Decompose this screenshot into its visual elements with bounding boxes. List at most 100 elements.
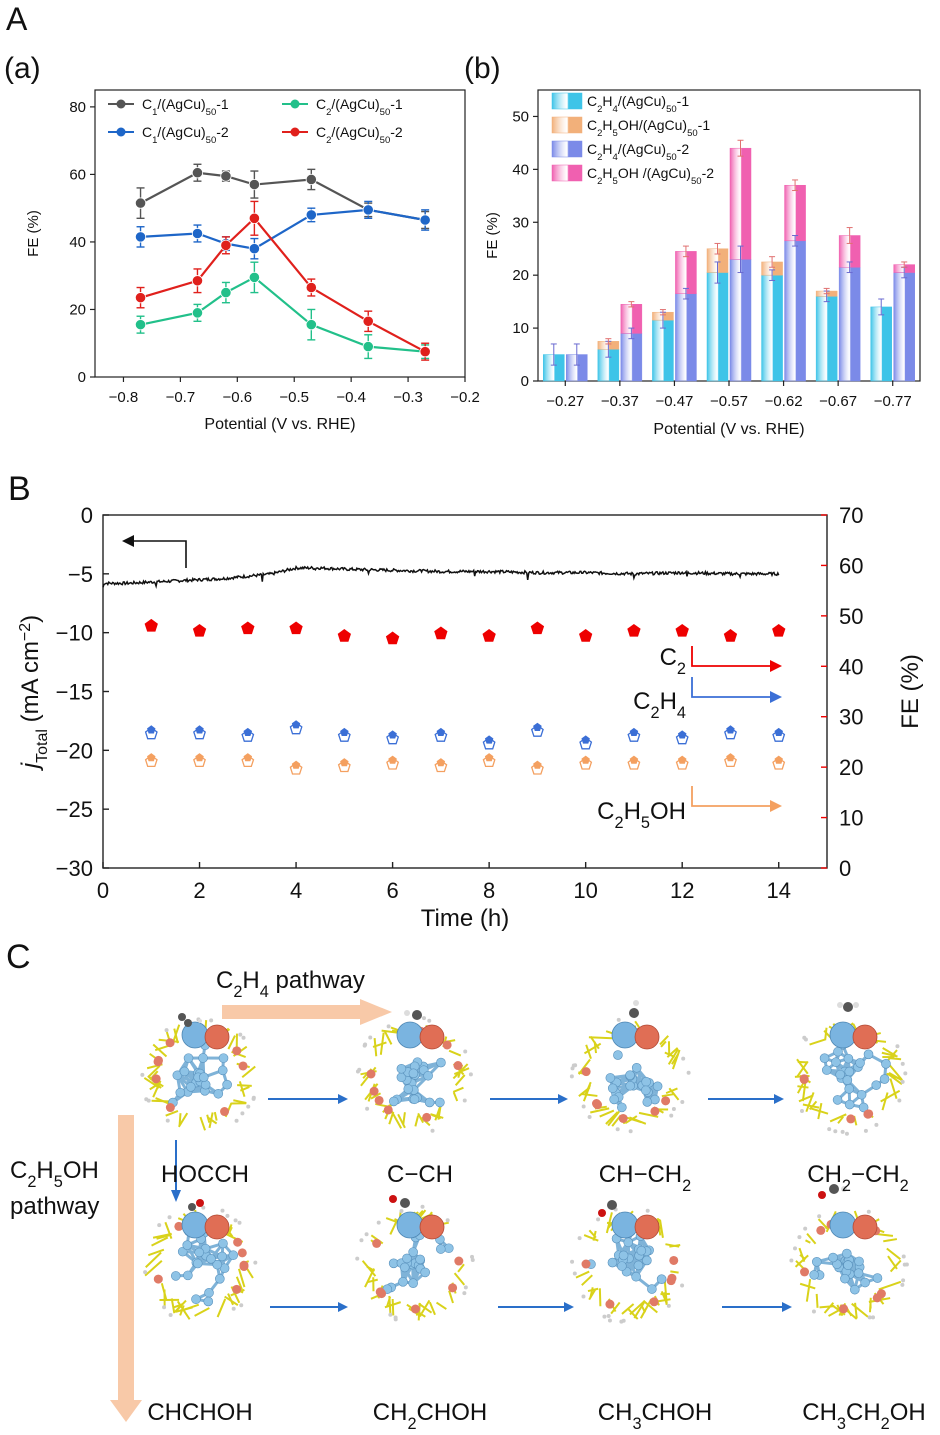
label-text: C — [633, 688, 650, 715]
y-tick-label-right-B: 30 — [839, 705, 863, 730]
silver-atom — [402, 1253, 412, 1264]
ligand-bond — [452, 1063, 469, 1080]
hydrogen-atom — [645, 1208, 650, 1213]
label-text: C — [316, 124, 326, 140]
silver-atom — [388, 1096, 399, 1107]
silver-atom — [408, 1247, 418, 1257]
silver-atom — [840, 1273, 850, 1284]
fe-point-fe_c2 — [627, 624, 641, 637]
copper-atom — [233, 1237, 243, 1247]
legend-label-c2h5oh_2: C2H5OH /(AgCu)50-2 — [587, 165, 714, 187]
copper-atom — [649, 1297, 659, 1307]
subscript-text: 5 — [54, 1173, 63, 1191]
label-text: C — [587, 141, 597, 157]
bar-c2h4_2 — [838, 266, 861, 382]
copper-atom — [618, 1113, 628, 1123]
ligand-bond — [794, 1254, 809, 1268]
ligand-bond — [174, 1303, 184, 1313]
ligand-bond — [583, 1042, 602, 1055]
adsorbate-atom — [837, 1002, 843, 1008]
fe-point-fe_c2 — [192, 624, 207, 637]
catalyst-cluster-top-1 — [140, 1013, 256, 1131]
silver-atom — [844, 1066, 855, 1077]
label-text: CHCHOH — [147, 1399, 252, 1426]
ligand-bond — [666, 1047, 679, 1058]
ligand-bond — [213, 1111, 218, 1121]
arrowhead — [122, 535, 134, 547]
hydrogen-atom — [596, 1217, 601, 1222]
ligand-bond — [798, 1094, 814, 1103]
hydrogen-atom — [231, 1306, 236, 1311]
silver-atom — [656, 1274, 667, 1284]
fe-point-fill-fe_c2h5oh — [581, 755, 590, 764]
silver-atom — [641, 1085, 651, 1096]
subscript-text: 50 — [666, 152, 677, 163]
hydrogen-atom — [240, 1111, 245, 1116]
ligand-bond — [796, 1058, 809, 1075]
step-arrow-down-head — [171, 1190, 181, 1202]
hydrogen-atom — [900, 1079, 905, 1084]
adsorbate-atom — [853, 1002, 859, 1008]
subscript-text: 5 — [613, 128, 618, 139]
ligand-bond — [642, 1300, 658, 1314]
hydrogen-atom — [621, 1318, 626, 1323]
hydrogen-atom — [866, 1209, 871, 1214]
legend-marker-C2_1 — [290, 99, 300, 109]
ligand-bond — [638, 1111, 659, 1118]
bar-c2h5oh_2 — [784, 184, 806, 242]
hydrogen-atom — [146, 1098, 151, 1103]
silver-atom — [183, 1053, 194, 1063]
fe-point-fill-fe_c2h4 — [677, 730, 687, 739]
data-point-C1_2 — [248, 243, 260, 255]
y-tick-label-right-B: 60 — [839, 553, 863, 578]
silver-atom — [175, 1087, 186, 1098]
ligand-bond — [801, 1082, 807, 1102]
silver-atom — [403, 1084, 414, 1094]
label-text: H — [660, 688, 677, 715]
legend-marker-C1_2 — [116, 127, 126, 137]
hydrogen-atom — [793, 1246, 798, 1251]
ligand-bond — [886, 1072, 903, 1086]
legend-swatch-c2h4_1 — [551, 92, 583, 110]
copper-atom — [864, 1109, 874, 1119]
ligand-bond — [580, 1092, 598, 1097]
x-tick-label-B: 6 — [386, 878, 398, 903]
fe-point-fill-fe_c2h4 — [195, 725, 204, 734]
silver-atom — [444, 1243, 454, 1254]
data-point-C2_1 — [134, 319, 147, 331]
series-annotation-fe_c2h5oh: C2H5OH — [597, 798, 686, 832]
fe-point-fe_c2 — [385, 631, 400, 645]
hydrogen-atom — [355, 1069, 360, 1074]
hydrogen-atom — [430, 1128, 435, 1133]
catalyst-cluster-top-4 — [794, 1002, 908, 1136]
hydrogen-atom — [168, 1312, 173, 1317]
y-tick-label-left-B: −20 — [56, 738, 93, 763]
label-text: -1 — [390, 96, 403, 112]
hydrogen-atom — [462, 1098, 467, 1103]
subscript-text: 5 — [613, 176, 618, 187]
x-tick-label-b: −0.27 — [546, 393, 584, 410]
subscript-text: 4 — [677, 704, 686, 722]
plot-frame-b — [537, 89, 921, 382]
fe-point-fill-fe_c2h4 — [533, 722, 542, 731]
label-text: C — [587, 165, 597, 181]
hydrogen-atom — [445, 1218, 450, 1223]
hydrogen-atom — [863, 1128, 868, 1133]
catalyst-cluster-top-3 — [569, 1000, 691, 1134]
hydrogen-atom — [234, 1118, 239, 1123]
fe-point-fe_c2 — [434, 626, 448, 640]
c2h5oh-pathway-label-line1: C2H5OH — [10, 1157, 99, 1191]
panel-label-A: A — [6, 1, 28, 37]
x-tick-label-B: 4 — [290, 878, 302, 903]
catalyst-cluster-bottom-3 — [570, 1200, 685, 1324]
ligand-bond — [182, 1303, 200, 1312]
copper-atom — [666, 1276, 676, 1286]
hydrogen-atom — [393, 1317, 398, 1322]
x-tick-label-B: 12 — [670, 878, 694, 903]
ligand-bond — [583, 1234, 599, 1242]
series-line-C2_2 — [140, 216, 426, 353]
ligand-bond — [624, 1115, 638, 1124]
fe-point-fe_c2 — [144, 618, 158, 632]
step-arrow-top-2-head — [558, 1094, 568, 1104]
hydrogen-atom — [903, 1071, 908, 1076]
